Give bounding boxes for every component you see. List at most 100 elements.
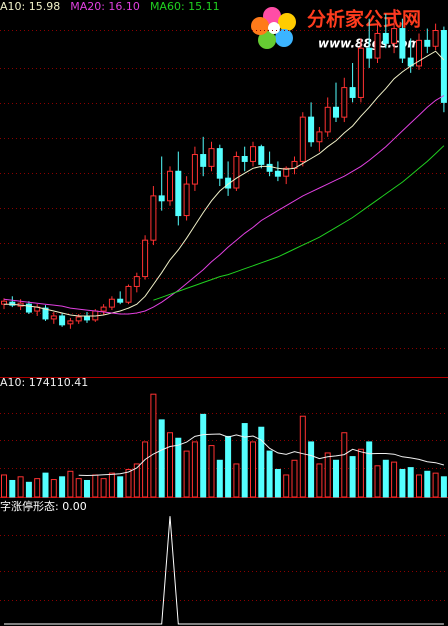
volume-bar (407, 467, 414, 498)
candle-body (59, 315, 66, 326)
volume-bar (142, 441, 149, 498)
series-line (3, 95, 445, 315)
volume-bar (208, 445, 215, 498)
candle-body (274, 170, 281, 177)
volume-bar (92, 474, 99, 498)
candle-body (349, 87, 356, 98)
candle-body (167, 170, 173, 202)
volume-bar (291, 459, 298, 498)
candle-body (183, 183, 190, 217)
candle-body (357, 47, 364, 98)
candle-body (108, 298, 115, 308)
volume-bar (42, 472, 49, 498)
candle-body (84, 316, 90, 321)
volume-bar (283, 474, 290, 498)
legend-label: MA20: 16.10 (70, 0, 140, 13)
volume-bar (225, 435, 232, 498)
volume-bar (17, 476, 24, 498)
series-line (153, 145, 445, 301)
volume-bar (50, 479, 57, 498)
candle-body (241, 156, 248, 162)
volume-bar (167, 432, 173, 498)
candle-body (432, 30, 439, 47)
volume-bar (133, 463, 140, 498)
volume-bar (432, 472, 439, 498)
series-line (78, 433, 445, 477)
candle-body (75, 316, 82, 322)
logo-petal (258, 31, 276, 49)
candle-body (67, 320, 74, 325)
volume-bar (34, 478, 41, 498)
volume-bar (100, 478, 107, 498)
candle-body (216, 148, 223, 179)
volume-bar (250, 441, 256, 498)
volume-bar (357, 448, 364, 498)
volume-bar (125, 468, 132, 498)
candle-body (308, 116, 315, 143)
volume-bar (316, 463, 323, 498)
logo-center (268, 22, 280, 34)
volume-bar (374, 465, 381, 498)
volume-bar (75, 478, 82, 498)
logo-petal (275, 29, 293, 47)
volume-bar (59, 476, 66, 498)
candle-body (416, 39, 422, 67)
volume-bar (424, 470, 431, 498)
candle-body (133, 276, 140, 287)
legend-label: A10: 174110.41 (0, 376, 88, 389)
volume-bar (416, 474, 422, 498)
volume-bar (399, 468, 406, 498)
candle-body (191, 154, 198, 185)
logo-title: 分析家公式网 (307, 8, 421, 31)
candle-body (316, 131, 323, 143)
candle-body (100, 306, 107, 312)
volume-bar (266, 450, 273, 498)
candle-body (117, 298, 124, 303)
candle-body (391, 28, 398, 44)
volume-bar (25, 481, 32, 498)
legend-label: 字涨停形态: 0.00 (0, 499, 87, 513)
candle-body (125, 285, 132, 303)
volume-bar (9, 479, 16, 498)
candle-body (9, 301, 16, 306)
volume-bar (241, 423, 248, 498)
logo-petal (251, 17, 269, 35)
candle-body (200, 154, 207, 167)
volume-bar (150, 393, 157, 498)
candle-body (333, 106, 339, 118)
candle-body (50, 315, 57, 320)
volume-bar (258, 426, 265, 498)
candle-body (382, 32, 389, 44)
candle-body (324, 106, 331, 133)
volume-bar (341, 432, 348, 498)
candle-body (150, 195, 157, 241)
series-line (4, 50, 445, 317)
volume-bar (349, 456, 356, 498)
volume-bar (366, 441, 373, 498)
candle-body (341, 87, 348, 118)
candle-body (374, 32, 381, 59)
legend-label: MA60: 15.11 (150, 0, 220, 13)
volume-bar (216, 459, 223, 498)
volume-bar (175, 437, 182, 498)
volume-bar (117, 476, 124, 498)
candle-body (225, 177, 232, 189)
volume-bar (183, 450, 190, 498)
candle-body (250, 146, 256, 162)
series-line (4, 516, 444, 625)
candle-body (158, 195, 165, 202)
candle-body (258, 146, 265, 165)
candle-body (399, 28, 406, 59)
volume-bar (158, 419, 165, 498)
candle-body (440, 30, 447, 103)
volume-bar (382, 459, 389, 498)
candle-body (175, 170, 182, 217)
volume-bar (191, 441, 198, 498)
candle-body (283, 167, 290, 177)
volume-bar (1, 474, 7, 498)
candle-body (142, 239, 149, 278)
volume-bar (84, 479, 90, 498)
volume-bar (274, 468, 281, 498)
candle-body (42, 307, 49, 320)
